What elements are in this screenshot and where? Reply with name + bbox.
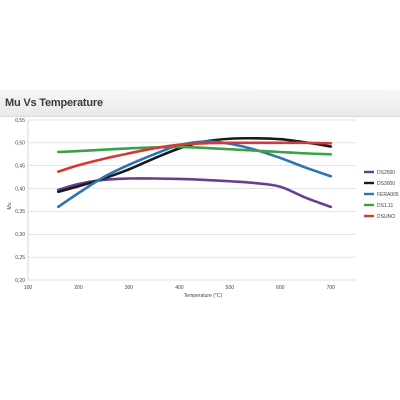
x-axis-label: Temperature (°C): [184, 293, 223, 299]
legend: DS2500 DS3000 FERA005 DS1.11 DSUNO: [364, 170, 399, 220]
x-tick-label: 100: [24, 285, 33, 291]
x-tick-label: 200: [74, 285, 83, 291]
legend-label-dsuno: DSUNO: [377, 214, 395, 220]
x-tick-label: 500: [226, 285, 235, 291]
chart-title: Mu Vs Temperature: [5, 97, 103, 109]
y-tick-label: 0,50: [15, 141, 25, 147]
axes: [27, 120, 356, 281]
y-tick-label: 0,55: [15, 118, 25, 124]
series-lines: [56, 136, 333, 209]
y-tick-label: 0,25: [15, 255, 25, 261]
y-tick-labels: 0,20 0,25 0,30 0,35 0,40 0,45 0,50 0,55: [15, 118, 25, 284]
series-line-dsuno: [56, 141, 333, 173]
title-band: [0, 90, 400, 117]
series-line-ds2500: [56, 177, 333, 209]
y-tick-label: 0,30: [15, 232, 25, 238]
legend-label-ds3000: DS3000: [377, 181, 395, 187]
legend-label-fera005: FERA005: [377, 192, 399, 198]
x-tick-label: 400: [175, 285, 184, 291]
x-tick-label: 600: [276, 285, 285, 291]
legend-label-ds2500: DS2500: [377, 170, 395, 176]
x-tick-label: 700: [327, 285, 336, 291]
x-tick-labels: 100 200 300 400 500 600 700: [24, 285, 335, 291]
series-line-ds1-11: [56, 145, 333, 156]
gridlines: [28, 119, 356, 258]
y-tick-label: 0,40: [15, 186, 25, 192]
y-axis-label: Mu: [7, 202, 13, 209]
legend-label-ds1-11: DS1.11: [377, 203, 394, 209]
y-tick-label: 0,35: [15, 209, 25, 215]
x-tick-label: 300: [125, 285, 134, 291]
y-tick-label: 0,45: [15, 164, 25, 170]
y-tick-label: 0,20: [15, 278, 25, 284]
